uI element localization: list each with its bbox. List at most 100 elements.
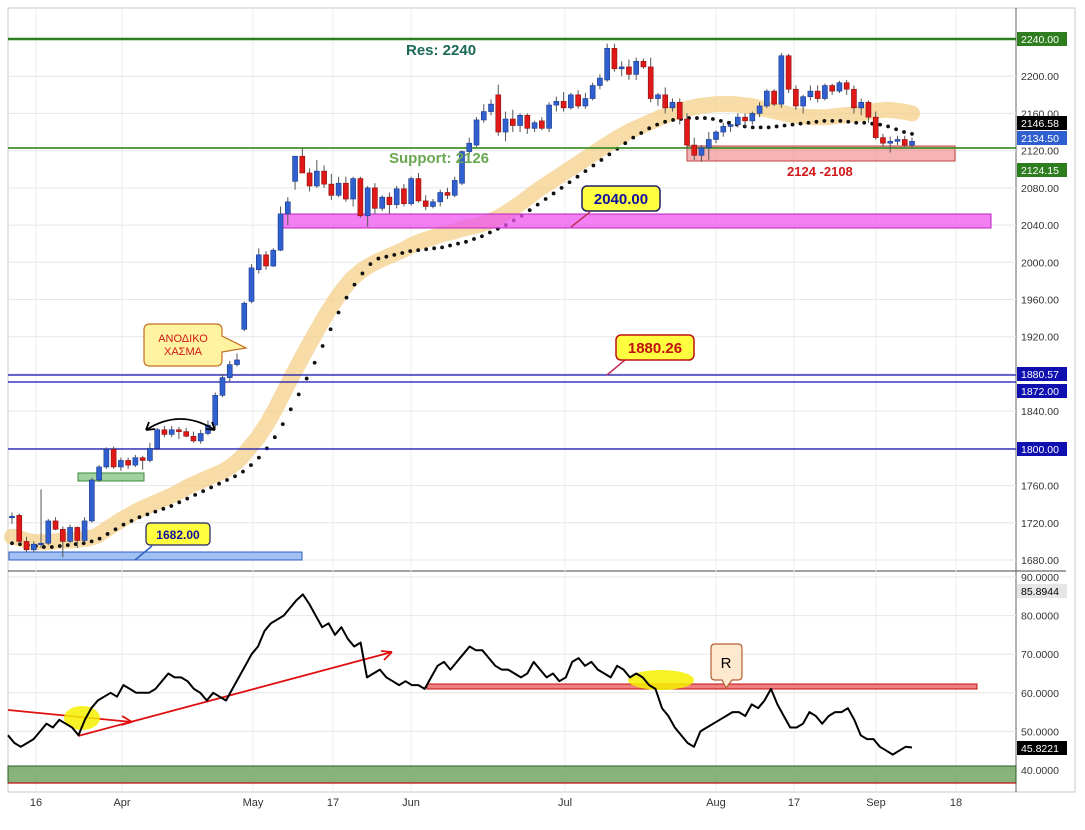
candle-body (539, 120, 545, 129)
oscillator-axis-tags: 85.8944 45.8221 (1017, 584, 1067, 755)
gap-callout: ΑΝΟΔΙΚΟ ΧΑΣΜΑ (143, 323, 248, 367)
candle-body (52, 520, 59, 530)
candle-body (401, 188, 407, 204)
candle-body (386, 196, 393, 205)
ema-dot (782, 123, 787, 128)
candle-body (125, 460, 131, 466)
price-tag-text: 2240.00 (1021, 34, 1059, 46)
candle-body (531, 122, 538, 129)
ema-dot (472, 237, 476, 241)
ema-dot (718, 118, 723, 123)
candle-body (589, 85, 596, 99)
ema-dot (464, 239, 468, 244)
oscillator-tick-label: 50.0000 (1021, 726, 1059, 738)
candle-body (611, 48, 618, 70)
ema-dot (193, 492, 198, 497)
ema-dot (129, 519, 134, 523)
candle-body (285, 201, 291, 215)
candle-body (292, 155, 298, 182)
candle-body (858, 101, 864, 109)
candle-body (640, 61, 647, 68)
candle-body (176, 429, 182, 432)
candle-body (880, 137, 886, 144)
gap-zone (77, 472, 145, 482)
time-tick-label: 17 (788, 797, 800, 809)
price-tag-box (1017, 442, 1067, 456)
candle-body (669, 101, 676, 109)
ema-dot (631, 135, 636, 140)
candle-body (597, 77, 603, 86)
ema-dot (663, 119, 667, 124)
price-tag-text: 2124.15 (1021, 165, 1059, 177)
gap-arc (145, 418, 216, 431)
price-tag-text: 1880.57 (1021, 369, 1059, 381)
candle-body (618, 66, 625, 70)
oscillator-tag-box (1017, 741, 1067, 755)
ema-dot (225, 478, 229, 482)
ema-dot (73, 542, 78, 547)
ema-dot (10, 541, 14, 546)
candle-body (887, 141, 894, 144)
candle-body (705, 139, 712, 149)
ema-dot (910, 131, 914, 136)
ema-dot (288, 407, 293, 412)
time-axis-labels: 16 Apr May 17 Jun Jul Aug 17 Sep 18 (30, 797, 962, 809)
time-tick-label: Jun (402, 797, 420, 809)
candle-body (430, 201, 436, 207)
price-tag-box (1017, 131, 1067, 145)
candle-body (197, 433, 204, 442)
oscillator-resistance-zone (426, 683, 978, 690)
oscillator-tick-label: 40.0000 (1021, 765, 1059, 777)
candle-body (96, 466, 102, 481)
ema-dot (703, 116, 707, 120)
oscillator-band-green (7, 765, 1017, 784)
candle-body (575, 94, 581, 107)
ema-dot (623, 141, 628, 146)
candle-body (872, 116, 879, 138)
price-tag-box (1017, 367, 1067, 381)
candle-body (45, 520, 52, 544)
price-tick-label: 1720.00 (1021, 518, 1059, 530)
time-tick-label: Sep (866, 797, 886, 809)
price-axis-labels: 2240.002200.002160.002120.002080.002040.… (1021, 34, 1059, 567)
ema-dot (336, 310, 341, 315)
oscillator-tag-text: 85.8944 (1021, 586, 1059, 598)
candle-body (851, 88, 857, 109)
ema-dot (105, 532, 110, 536)
ema-dot (695, 116, 699, 120)
candle-body (829, 85, 835, 92)
time-tick-label: 18 (950, 797, 962, 809)
ema-dot (480, 234, 484, 239)
candle-body (843, 82, 850, 90)
time-tick-label: 16 (30, 797, 42, 809)
ema-dot (766, 125, 771, 130)
candle-body (321, 170, 327, 185)
oscillator-highlight-left (64, 706, 100, 730)
ema-dot (567, 180, 572, 185)
ema-dot (312, 360, 317, 365)
ema-dot (217, 481, 221, 486)
candle-body (81, 520, 88, 541)
price-axis-tags: 2240.00 2146.58 2134.50 2124.15 1880.57 1872.… (1017, 32, 1067, 456)
callout-1682: 1682.00 (134, 522, 211, 561)
r-marker: R (710, 643, 743, 690)
candle-body (343, 182, 349, 200)
ema-dot (49, 545, 54, 549)
callout-1880: 1880.26 (606, 334, 695, 376)
candle-body (255, 254, 262, 271)
candle-body (604, 48, 610, 81)
gap-callout-line2: ΧΑΣΜΑ (164, 346, 203, 358)
candle-body (444, 192, 451, 196)
candle-body (793, 88, 799, 107)
ema-dot (591, 163, 596, 168)
candle-body (524, 114, 531, 129)
candle-body (691, 144, 698, 156)
candle-body (103, 448, 110, 468)
ema-dot (18, 542, 22, 547)
candle-body (30, 543, 37, 551)
ema-dot (145, 512, 150, 517)
oscillator-line (7, 593, 913, 756)
ema-dotted-line (10, 116, 914, 549)
ema-dot (376, 256, 381, 261)
ema-dot (456, 241, 460, 246)
